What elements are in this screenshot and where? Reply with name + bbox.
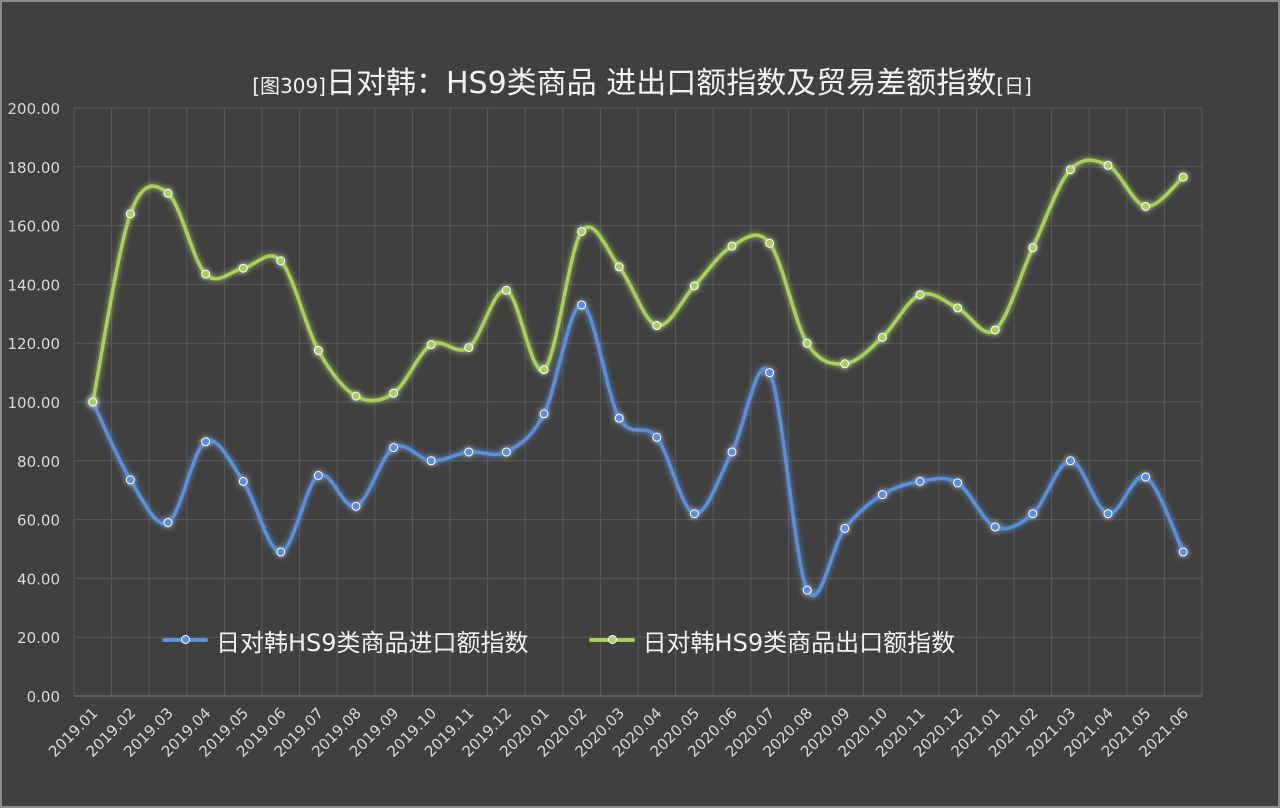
data-point (238, 476, 248, 486)
y-tick-label: 140.00 (8, 276, 61, 294)
legend-item-import: 日对韩HS9类商品进口额指数 (162, 623, 529, 658)
data-point (1065, 165, 1075, 175)
x-axis-tick-labels: 2019.012019.022019.032019.042019.052019.… (45, 704, 1192, 761)
y-tick-label: 80.00 (17, 453, 60, 471)
data-point (802, 585, 812, 595)
legend-swatch-export (588, 635, 635, 644)
data-point (953, 478, 963, 488)
data-point (163, 518, 173, 528)
data-point (953, 303, 963, 313)
chart-title-suffix: [日] (996, 74, 1032, 98)
data-point (840, 523, 850, 533)
data-point (802, 338, 812, 348)
y-tick-label: 100.00 (8, 394, 61, 412)
data-point (990, 522, 1000, 532)
data-point (765, 238, 775, 248)
data-point (614, 262, 624, 272)
data-point (389, 443, 399, 453)
y-tick-label: 20.00 (17, 629, 60, 647)
y-axis-tick-labels: 0.00 20.00 40.00 60.00 80.00 100.00 120.00 140.… (8, 100, 61, 706)
y-tick-label: 200.00 (8, 100, 61, 118)
data-point (1103, 509, 1113, 519)
legend-label-import: 日对韩HS9类商品进口额指数 (216, 628, 529, 657)
data-point (501, 447, 511, 457)
data-point (652, 321, 662, 331)
y-tick-label: 160.00 (8, 218, 61, 236)
data-point (689, 281, 699, 291)
y-tick-label: 40.00 (17, 570, 60, 588)
data-point (539, 409, 549, 419)
chart-title-main: 日对韩：HS9类商品 进出口额指数及贸易差额指数 (325, 66, 997, 101)
data-point (577, 300, 587, 310)
chart-title: [图309]日对韩：HS9类商品 进出口额指数及贸易差额指数[日] (2, 58, 1280, 102)
data-point (877, 332, 887, 342)
data-point (1103, 160, 1113, 170)
data-point (389, 388, 399, 398)
y-tick-label: 180.00 (8, 159, 61, 177)
data-point (501, 285, 511, 295)
data-point (163, 188, 173, 198)
data-point (1141, 472, 1151, 482)
legend-item-export: 日对韩HS9类商品出口额指数 (588, 623, 956, 658)
data-point (201, 437, 211, 447)
data-point (1028, 509, 1038, 519)
data-point (652, 432, 662, 442)
data-point (88, 397, 98, 407)
data-point (313, 471, 323, 480)
data-point (313, 346, 323, 356)
legend-label-export: 日对韩HS9类商品出口额指数 (642, 628, 956, 657)
legend-swatch-import (162, 635, 208, 644)
data-point (426, 456, 436, 466)
data-point (1178, 172, 1188, 182)
data-point (201, 269, 211, 279)
data-point (464, 343, 474, 353)
data-point (727, 447, 737, 457)
data-point (464, 447, 474, 457)
data-point (840, 359, 850, 369)
data-point (1065, 456, 1075, 466)
data-point (351, 391, 361, 401)
data-point (351, 501, 361, 511)
chart-title-prefix: [图309] (252, 74, 326, 98)
gridlines (73, 107, 1203, 697)
data-point (577, 226, 587, 236)
data-point (765, 368, 775, 378)
series-group-1 (88, 158, 1188, 407)
data-point (539, 365, 549, 375)
data-point (125, 209, 135, 219)
data-point (238, 263, 248, 273)
y-tick-label: 120.00 (8, 335, 61, 353)
data-point (276, 256, 286, 266)
data-point (276, 547, 286, 557)
data-point (1028, 243, 1038, 253)
data-point (915, 476, 925, 486)
data-point (727, 241, 737, 251)
data-point (915, 290, 925, 300)
data-point (125, 475, 135, 485)
legend: 日对韩HS9类商品进口额指数 日对韩HS9类商品出口额指数 (162, 620, 955, 660)
data-point (614, 413, 624, 423)
data-point (1141, 201, 1151, 211)
data-point (1178, 547, 1188, 557)
y-tick-label: 60.00 (17, 512, 60, 530)
data-point (689, 509, 699, 519)
data-point (877, 490, 887, 500)
data-point (426, 340, 436, 350)
data-point (990, 325, 1000, 335)
series-lines (88, 158, 1188, 598)
y-tick-label: 0.00 (27, 688, 60, 706)
